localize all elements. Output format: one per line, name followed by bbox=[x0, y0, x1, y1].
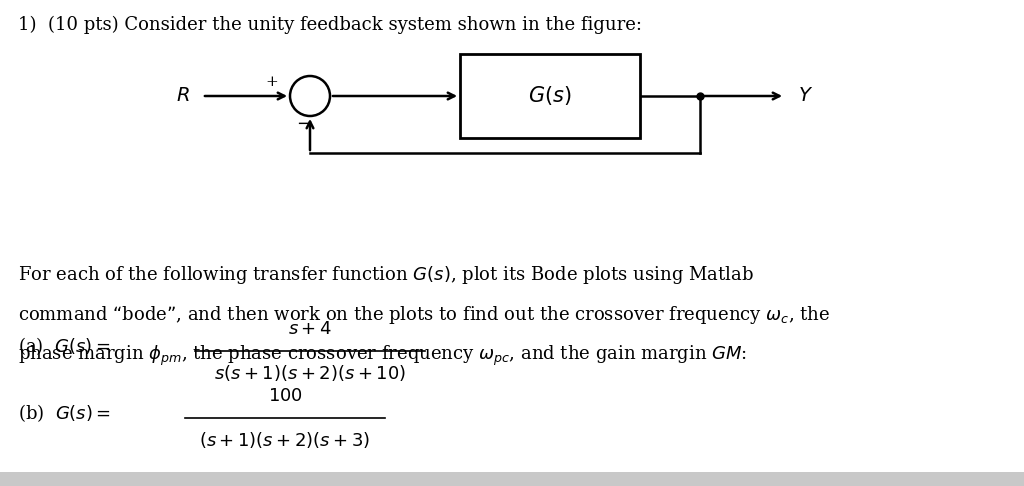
Text: (a)  $G(s) =$: (a) $G(s) =$ bbox=[18, 335, 111, 357]
Text: +: + bbox=[265, 75, 279, 89]
Text: For each of the following transfer function $G(s)$, plot its Bode plots using Ma: For each of the following transfer funct… bbox=[18, 264, 754, 286]
Text: (b)  $G(s) =$: (b) $G(s) =$ bbox=[18, 402, 111, 424]
Text: phase margin $\phi_{pm}$, the phase crossover frequency $\omega_{pc}$, and the g: phase margin $\phi_{pm}$, the phase cros… bbox=[18, 344, 748, 368]
Bar bbox=[460, 54, 640, 138]
Text: $s+4$: $s+4$ bbox=[288, 320, 332, 338]
Text: $s(s+1)(s+2)(s+10)$: $s(s+1)(s+2)(s+10)$ bbox=[214, 363, 407, 383]
Text: $R$: $R$ bbox=[176, 87, 190, 105]
Text: $(s+1)(s+2)(s+3)$: $(s+1)(s+2)(s+3)$ bbox=[200, 430, 371, 450]
Text: −: − bbox=[296, 115, 311, 133]
Text: $100$: $100$ bbox=[267, 387, 302, 405]
Text: command “bode”, and then work on the plots to find out the crossover frequency $: command “bode”, and then work on the plo… bbox=[18, 304, 830, 326]
Text: $G(s)$: $G(s)$ bbox=[528, 85, 571, 107]
Text: 1)  (10 pts) Consider the unity feedback system shown in the figure:: 1) (10 pts) Consider the unity feedback … bbox=[18, 16, 642, 34]
Text: $Y$: $Y$ bbox=[798, 87, 813, 105]
Bar bbox=[0, 472, 1024, 486]
